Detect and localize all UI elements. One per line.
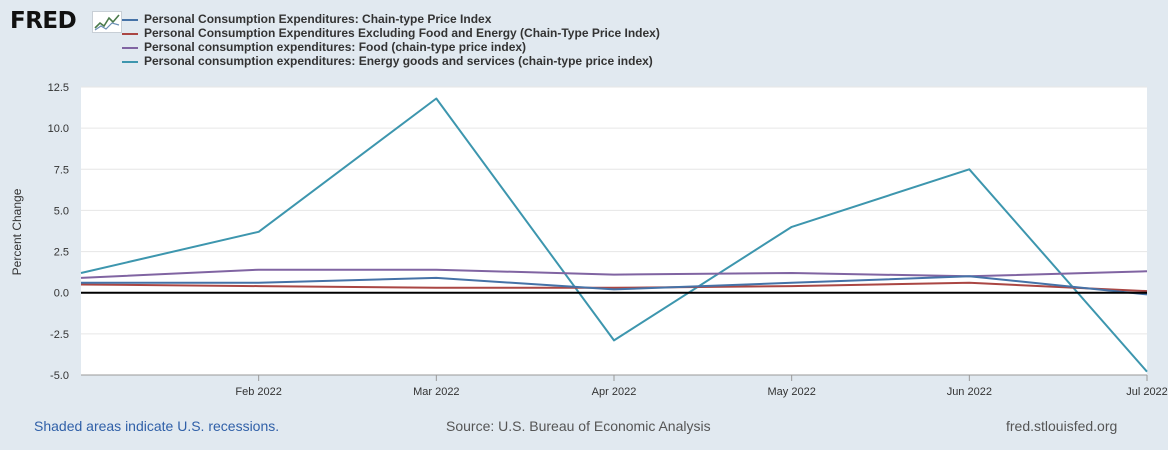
x-tick-label: Mar 2022 (413, 386, 459, 398)
y-tick-label: -5.0 (50, 370, 69, 382)
plot-area (81, 87, 1147, 375)
series-line[interactable] (80, 281, 1148, 293)
y-tick-label: 7.5 (54, 164, 69, 176)
chart-legend: Personal Consumption Expenditures: Chain… (122, 12, 660, 68)
site-link[interactable]: fred.stlouisfed.org (1006, 418, 1118, 434)
x-tick-label: May 2022 (768, 386, 816, 398)
legend-item[interactable]: Personal consumption expenditures: Energ… (122, 54, 660, 68)
source-note: Source: U.S. Bureau of Economic Analysis (446, 418, 711, 434)
fred-logo[interactable]: FRED (10, 8, 77, 34)
chart-header: FRED Personal Consumption Expenditures: … (10, 8, 1160, 68)
recession-note: Shaded areas indicate U.S. recessions. (34, 418, 280, 434)
x-tick-label: Jun 2022 (947, 386, 992, 398)
chart-footer: Shaded areas indicate U.S. recessions. S… (0, 418, 1168, 438)
x-tick-label: Jul 2022 (1126, 386, 1168, 398)
x-tick-label: Apr 2022 (592, 386, 637, 398)
legend-swatch (122, 32, 138, 35)
fred-chart-badge-icon (92, 11, 122, 33)
legend-item[interactable]: Personal Consumption Expenditures: Chain… (122, 12, 660, 26)
x-tick-label: Feb 2022 (235, 386, 281, 398)
y-axis-label: Percent Change (10, 188, 24, 275)
y-tick-label: 2.5 (54, 247, 69, 259)
legend-item[interactable]: Personal Consumption Expenditures Exclud… (122, 26, 660, 40)
legend-swatch (122, 60, 138, 63)
legend-item[interactable]: Personal consumption expenditures: Food … (122, 40, 660, 54)
legend-swatch (122, 46, 138, 49)
series-line[interactable] (81, 275, 1148, 296)
y-tick-label: 10.0 (48, 123, 69, 135)
y-tick-label: 0.0 (54, 288, 69, 300)
legend-label: Personal consumption expenditures: Food … (144, 40, 527, 54)
legend-swatch (122, 18, 138, 21)
chart-plot: Percent Change 12.5 10.0 7.5 5.0 2.5 0.0 -2.5 -… (10, 82, 1168, 398)
series-line[interactable] (80, 97, 1148, 373)
legend-label: Personal Consumption Expenditures: Chain… (144, 12, 492, 26)
y-tick-label: 5.0 (54, 205, 69, 217)
legend-label: Personal Consumption Expenditures Exclud… (144, 26, 660, 40)
y-tick-label: 12.5 (48, 82, 69, 94)
y-tick-label: -2.5 (50, 329, 69, 341)
legend-label: Personal consumption expenditures: Energ… (144, 54, 653, 68)
